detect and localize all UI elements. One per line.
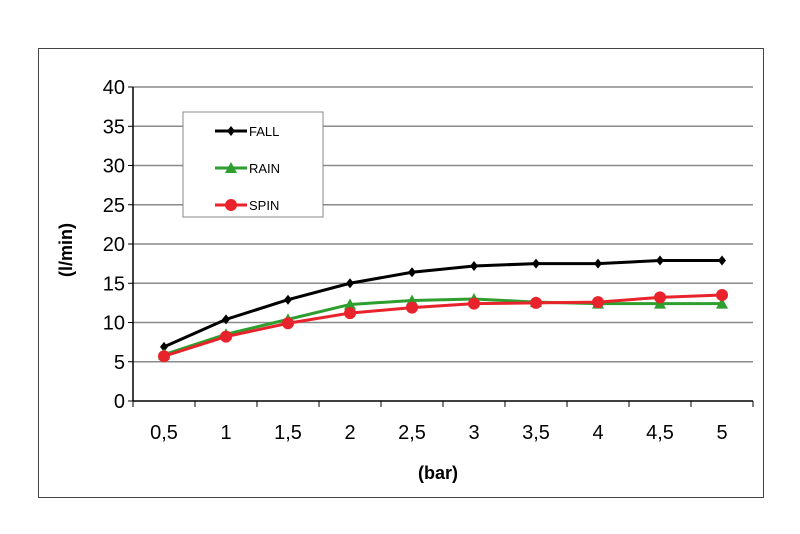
x-tick-label: 1 (220, 422, 231, 444)
x-tick-label: 2,5 (398, 422, 426, 444)
data-point (344, 298, 356, 310)
data-point (656, 255, 664, 266)
y-tick-label: 40 (103, 77, 125, 99)
y-tick-label: 35 (103, 116, 125, 138)
y-tick-label: 5 (114, 352, 125, 374)
data-point (220, 330, 232, 343)
data-point (594, 258, 602, 269)
x-tick-label: 5 (716, 422, 727, 444)
legend-label: SPIN (249, 198, 279, 213)
series-spin (158, 289, 728, 363)
x-axis-title: (bar) (418, 463, 458, 483)
data-point (284, 294, 292, 305)
y-tick-label: 20 (103, 234, 125, 256)
series-rain (158, 292, 728, 360)
data-point (160, 341, 168, 352)
y-tick-label: 0 (114, 391, 125, 413)
data-point (592, 296, 604, 309)
series-line (163, 297, 722, 357)
chart-frame (38, 48, 764, 498)
data-point (530, 296, 542, 309)
data-point (470, 260, 478, 271)
legend-box (182, 111, 324, 218)
data-point (406, 301, 418, 314)
legend-marker (225, 199, 237, 211)
legend-label: RAIN (249, 161, 280, 176)
y-axis-title: (l/min) (56, 223, 76, 277)
legend-label: FALL (249, 124, 279, 139)
x-tick-label: 4,5 (646, 422, 674, 444)
x-tick-label: 4 (592, 422, 603, 444)
x-tick-label: 2 (344, 422, 355, 444)
legend-marker (225, 162, 237, 173)
x-tick-label: 3,5 (522, 422, 550, 444)
data-point (344, 307, 356, 320)
y-tick-label: 30 (103, 156, 125, 178)
data-point (716, 289, 728, 302)
data-point (716, 297, 728, 309)
y-tick-label: 15 (103, 273, 125, 295)
data-point (222, 314, 230, 325)
series-fall (160, 255, 726, 352)
x-tick-label: 1,5 (274, 422, 302, 444)
data-point (408, 267, 416, 278)
legend-marker (227, 126, 235, 136)
data-point (718, 255, 726, 266)
y-tick-label: 25 (103, 195, 125, 217)
data-point (654, 291, 666, 304)
legend: FALL RAIN SPIN (182, 111, 324, 218)
data-point (532, 258, 540, 269)
x-tick-label: 0,5 (150, 422, 178, 444)
series-line (163, 258, 722, 349)
data-point (158, 350, 170, 363)
data-point (468, 297, 480, 310)
data-point (282, 317, 294, 330)
data-point (346, 278, 354, 289)
x-tick-label: 3 (468, 422, 479, 444)
y-tick-label: 10 (103, 313, 125, 335)
series-line (163, 293, 723, 358)
